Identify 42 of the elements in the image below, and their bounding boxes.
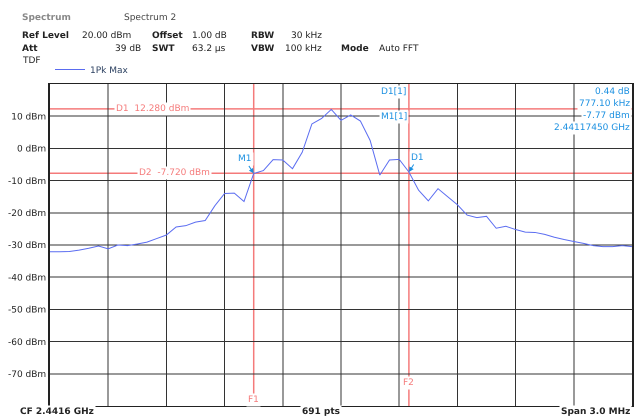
- y-tick-label: 10 dBm: [11, 112, 46, 122]
- y-tick-label: -60 dBm: [8, 338, 46, 348]
- text: Spectrum: [22, 13, 71, 23]
- ref-line-label: D2 -7.720 dBm: [139, 168, 210, 178]
- y-tick-label: -30 dBm: [8, 241, 46, 252]
- annotation: D1[1]: [381, 87, 406, 97]
- y-tick-label: 0 dBm: [16, 144, 46, 155]
- text: VBW: [251, 44, 274, 54]
- text: 691 pts: [302, 407, 340, 417]
- text: F1: [248, 395, 259, 405]
- text: 100 kHz: [285, 44, 322, 54]
- text: Offset: [152, 31, 184, 41]
- annotation: M1[1]: [381, 112, 408, 122]
- y-tick-label: -70 dBm: [8, 370, 46, 380]
- text: RBW: [251, 31, 274, 41]
- text: F2: [403, 378, 414, 388]
- text: Spectrum 2: [124, 13, 176, 23]
- ref-line-label: D1 12.280 dBm: [116, 104, 190, 114]
- annotation: 2.44117450 GHz: [554, 123, 630, 133]
- annotation: D1: [411, 153, 424, 163]
- text: TDF: [22, 56, 41, 66]
- y-tick-label: -10 dBm: [8, 176, 46, 187]
- text: Mode: [341, 44, 369, 54]
- text: 30 kHz: [291, 31, 322, 41]
- text: Ref Level: [22, 31, 69, 41]
- legend-label: 1Pk Max: [90, 66, 129, 76]
- text: 20.00 dBm: [82, 31, 132, 41]
- y-tick-label: -20 dBm: [8, 208, 46, 219]
- text: Auto FFT: [379, 44, 419, 54]
- text: SWT: [152, 44, 176, 54]
- text: 1.00 dB: [192, 31, 227, 41]
- text: Span 3.0 MHz: [561, 407, 630, 417]
- y-tick-label: -40 dBm: [8, 273, 46, 284]
- annotation: 0.44 dB: [595, 87, 630, 97]
- text: Att: [22, 44, 38, 54]
- annotation: M1: [238, 154, 252, 164]
- y-tick-label: -50 dBm: [8, 306, 46, 316]
- annotation: 777.10 kHz: [579, 99, 630, 109]
- text: 39 dB: [115, 44, 142, 54]
- text: CF 2.4416 GHz: [20, 407, 94, 417]
- text: 63.2 µs: [192, 44, 226, 54]
- annotation: -7.77 dBm: [583, 111, 630, 121]
